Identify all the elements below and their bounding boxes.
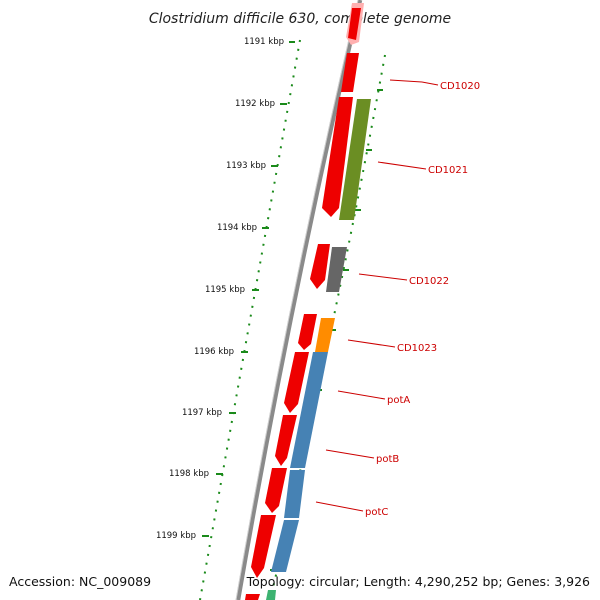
leader-line	[377, 161, 427, 170]
backbone-highlight	[235, 0, 359, 600]
orf-arrow	[310, 244, 330, 289]
genome-backbone	[235, 0, 363, 600]
leader-line	[337, 390, 386, 400]
feature-potc	[271, 520, 299, 572]
tick-label: 1199 kbp	[156, 531, 196, 541]
feature-cd1022	[326, 247, 347, 292]
orf-arrow	[348, 8, 361, 40]
tick-label: 1197 kbp	[182, 408, 222, 418]
tick-label: 1198 kbp	[169, 469, 209, 479]
orf-arrow	[322, 97, 353, 217]
gene-label-pota: potA	[387, 395, 410, 406]
orf-track	[245, 3, 364, 600]
tick-label: 1193 kbp	[226, 161, 266, 171]
orf-arrow	[298, 314, 317, 350]
tick-label: 1192 kbp	[235, 99, 275, 109]
orf-arrow	[245, 594, 260, 600]
tick-label: 1194 kbp	[217, 223, 257, 233]
accession-text: Accession: NC_009089	[9, 574, 151, 589]
leader-line	[358, 273, 408, 281]
topology-text: Topology: circular; Length: 4,290,252 bp…	[246, 574, 590, 589]
leader-line	[315, 501, 364, 512]
feature-pota	[290, 352, 328, 468]
orf-arrow	[265, 468, 287, 513]
gene-label-cd1023: CD1023	[397, 343, 437, 354]
gene-label-potb: potB	[376, 454, 399, 465]
feature-cd1023	[315, 318, 335, 352]
feature-next	[266, 590, 276, 600]
orf-arrow	[251, 515, 276, 578]
orf-arrow	[284, 352, 309, 413]
orf-arrow	[275, 415, 297, 466]
gene-label-potc: potC	[365, 507, 388, 518]
leader-line	[325, 449, 375, 459]
feature-potb	[284, 470, 305, 518]
orf-arrow	[341, 53, 359, 92]
tick-label: 1191 kbp	[244, 37, 284, 47]
cog-track	[266, 99, 371, 600]
tick-label: 1196 kbp	[194, 347, 234, 357]
gene-label-cd1021: CD1021	[428, 165, 468, 176]
feature-cd1021	[339, 99, 371, 220]
map-title: Clostridium difficile 630, complete geno…	[149, 11, 451, 27]
gene-label-cd1022: CD1022	[409, 276, 449, 287]
leader-line	[389, 79, 423, 83]
label-leaders	[315, 79, 439, 512]
leader-line	[421, 81, 439, 86]
tick-label: 1195 kbp	[205, 285, 245, 295]
leader-line	[347, 339, 396, 348]
gene-label-cd1020: CD1020	[440, 81, 480, 92]
